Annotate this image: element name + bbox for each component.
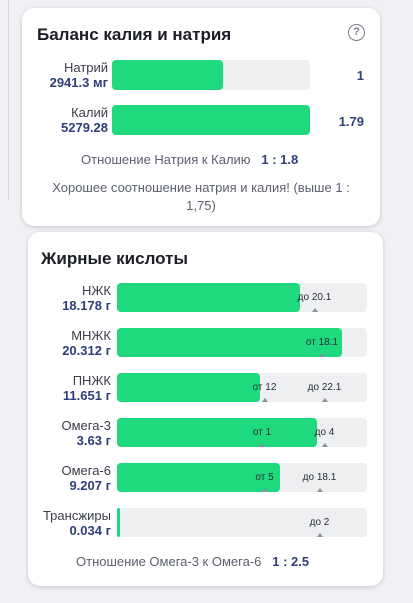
omega-ratio: Отношение Омега-3 к Омега-6 1 : 2.5 [76, 554, 309, 569]
min-norm-label: от 1 [252, 426, 272, 438]
fatty-row-bar-fill [117, 328, 342, 357]
potassium-ratio: 1.79 [338, 114, 364, 129]
max-norm-label: до 22.1 [307, 381, 342, 393]
omega-ratio-value: 1 : 2.5 [272, 554, 310, 569]
fatty-row-name: НЖК [82, 283, 111, 298]
sodium-label: Натрий 2941.3 мг [22, 60, 108, 90]
min-norm-label-tick [261, 398, 268, 402]
fatty-row-name: Трансжиры [42, 508, 111, 523]
left-edge-divider [8, 0, 9, 200]
max-norm-label: до 2 [309, 516, 330, 528]
sodium-potassium-ratio: Отношение Натрия к Калию 1 : 1.8 [81, 152, 298, 167]
min-norm-label: от 12 [252, 381, 277, 393]
fatty-row-bar-fill [117, 418, 317, 447]
max-norm-label-tick [321, 398, 328, 402]
fatty-row-bar: до 20.1 [117, 283, 367, 312]
max-norm-label-tick [311, 308, 318, 312]
balance-note: Хорошее соотношение натрия и калия! (выш… [52, 180, 350, 213]
max-norm-label-tick [321, 443, 328, 447]
fatty-row-name: Омега-3 [61, 418, 111, 433]
sodium-name: Натрий [63, 60, 108, 75]
max-norm-label: до 4 [314, 426, 335, 438]
question-circle-icon[interactable]: ? [348, 24, 365, 41]
potassium-bar-fill [112, 105, 310, 135]
fatty-row-bar: от 12 до 22.1 [117, 373, 367, 402]
min-norm-label-tick [259, 443, 265, 447]
fatty-row-value: 9.207 г [69, 478, 111, 493]
fatty-row-label: НЖК 18.178 г [28, 283, 111, 313]
min-norm-label: от 5 [255, 471, 274, 483]
fatty-row-bar-fill [117, 508, 120, 537]
fatty-card-title: Жирные кислоты [41, 249, 188, 268]
fatty-row-bar: от 5 до 18.1 [117, 463, 367, 492]
fatty-acids-card: Жирные кислоты НЖК 18.178 г до 20.1 МНЖК 20.… [28, 232, 383, 586]
potassium-sodium-balance-card: Баланс калия и натрия ? Натрий 2941.3 мг… [22, 8, 380, 226]
fatty-row-name: Омега-6 [61, 463, 111, 478]
min-norm-label: от 18.1 [305, 336, 339, 348]
fatty-row-label: ПНЖК 11.651 г [28, 373, 111, 403]
max-norm-label: до 18.1 [302, 471, 337, 483]
fatty-row-label: Омега-6 9.207 г [28, 463, 111, 493]
min-norm-label-tick [319, 353, 325, 357]
sodium-bar [112, 60, 310, 90]
potassium-value: 5279.28 [61, 120, 108, 135]
potassium-bar [112, 105, 310, 135]
sodium-ratio: 1 [356, 68, 364, 83]
fatty-row-value: 0.034 г [69, 523, 111, 538]
potassium-name: Калий [71, 105, 108, 120]
ratio-value: 1 : 1.8 [261, 152, 299, 167]
fatty-row-bar: от 18.1 [117, 328, 367, 357]
fatty-row-name: МНЖК [71, 328, 111, 343]
sodium-value: 2941.3 мг [49, 75, 108, 90]
fatty-row-label: Омега-3 3.63 г [28, 418, 111, 448]
fatty-row-bar: от 1 до 4 [117, 418, 367, 447]
max-norm-label-tick [316, 533, 323, 537]
ratio-label: Отношение Натрия к Калию [81, 152, 251, 167]
omega-ratio-label: Отношение Омега-3 к Омега-6 [76, 554, 262, 569]
fatty-row-value: 11.651 г [62, 388, 111, 403]
fatty-row-bar-fill [117, 463, 280, 492]
fatty-row-value: 3.63 г [76, 433, 111, 448]
fatty-row-bar: до 2 [117, 508, 367, 537]
fatty-row-label: Трансжиры 0.034 г [28, 508, 111, 538]
potassium-label: Калий 5279.28 [22, 105, 108, 135]
balance-card-title: Баланс калия и натрия [37, 25, 232, 44]
fatty-row-label: МНЖК 20.312 г [28, 328, 111, 358]
min-norm-label-tick [261, 488, 268, 492]
fatty-row-bar-fill [117, 283, 300, 312]
max-norm-label-tick [316, 488, 323, 492]
sodium-bar-fill [112, 60, 223, 90]
fatty-row-bar-fill [117, 373, 260, 402]
max-norm-label: до 20.1 [297, 291, 332, 303]
fatty-row-value: 20.312 г [62, 343, 111, 358]
fatty-row-value: 18.178 г [62, 298, 111, 313]
fatty-row-name: ПНЖК [72, 373, 111, 388]
